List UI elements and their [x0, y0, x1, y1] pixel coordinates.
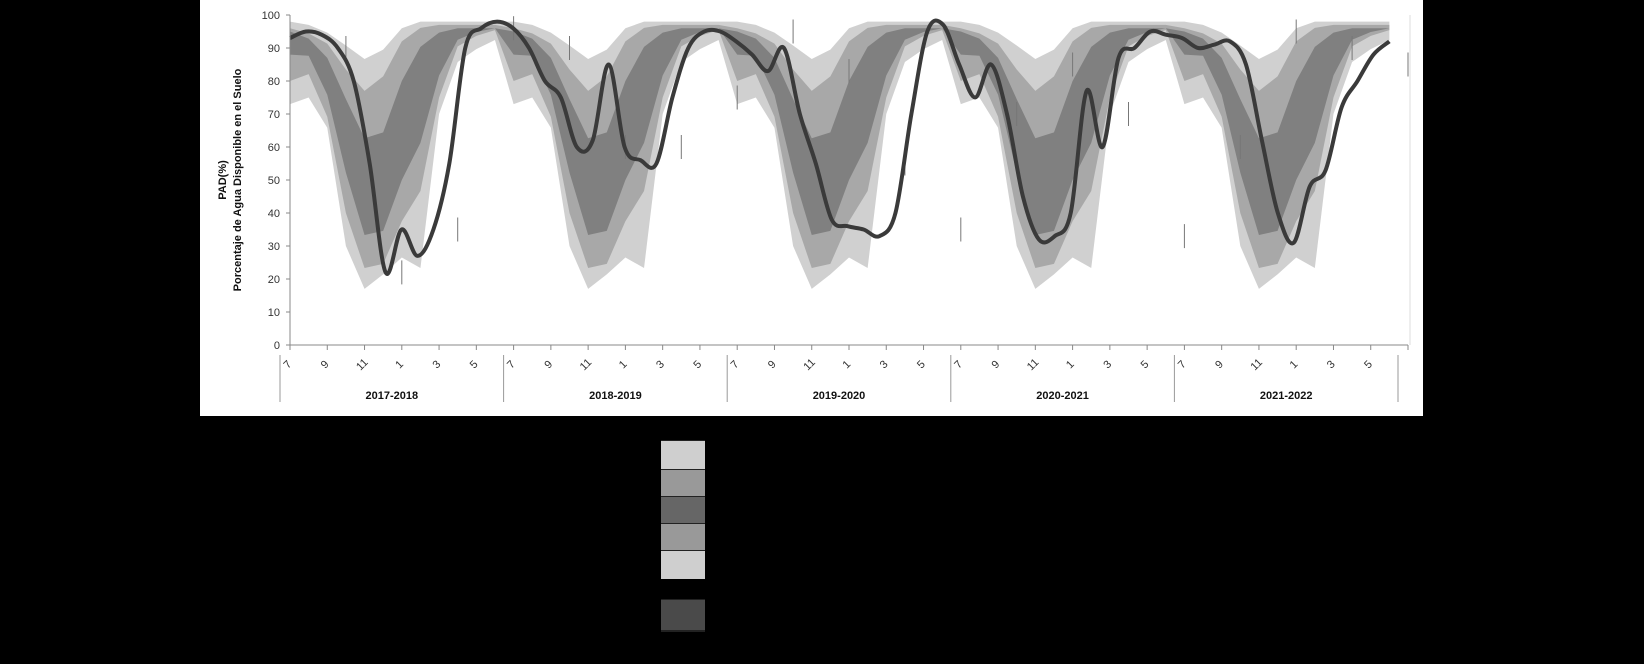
- x-tick-label: 1: [1064, 358, 1077, 371]
- y-tick-label: 70: [268, 109, 280, 121]
- x-tick-label: 11: [354, 357, 371, 374]
- x-tick-label: 3: [654, 358, 667, 371]
- x-tick-label: 1: [617, 358, 630, 371]
- chart-panel: 0 10 20 30 40 50 60 70 80 90 100 7 9 11 1 3 5 7 9 11 1 3 5 7 9 11…: [200, 0, 1423, 416]
- y-tick-label: 0: [274, 340, 280, 352]
- x-tick-label: 9: [319, 358, 332, 371]
- y-tick-label: 60: [268, 142, 280, 154]
- legend-swatch: [661, 496, 705, 523]
- x-tick-label: 9: [990, 358, 1003, 371]
- x-tick-label: 1: [840, 358, 853, 371]
- season-label: 2020-2021: [1036, 390, 1089, 402]
- y-axis-subtitle: Porcentaje de Agua Disponible en el Suel…: [232, 68, 244, 291]
- y-tick-label: 80: [268, 76, 280, 88]
- x-tick-label: 3: [878, 358, 891, 371]
- x-tick-label: 11: [1025, 357, 1042, 374]
- x-tick-label: 7: [1176, 358, 1189, 371]
- x-tick-label: 3: [1101, 358, 1114, 371]
- legend-swatch: [661, 550, 705, 579]
- y-tick-label: 20: [268, 274, 280, 286]
- x-tick-label: 11: [578, 357, 595, 374]
- season-label: 2019-2020: [813, 390, 866, 402]
- x-tick-label: 7: [729, 358, 742, 371]
- x-tick-label: 5: [691, 358, 704, 371]
- y-tick-label: 90: [268, 43, 280, 55]
- x-tick-label: 11: [1249, 357, 1266, 374]
- y-tick-label: 100: [262, 10, 280, 22]
- x-tick-label: 7: [952, 358, 965, 371]
- legend-swatch: [661, 469, 705, 496]
- season-label: 2021-2022: [1260, 390, 1313, 402]
- band-p25-p75: [290, 28, 1390, 236]
- x-tick-label: 1: [1288, 358, 1301, 371]
- x-tick-label: 7: [505, 358, 518, 371]
- y-tick-label: 40: [268, 208, 280, 220]
- legend-swatch: [661, 440, 705, 469]
- x-tick-label: 5: [1139, 358, 1152, 371]
- x-tick-label: 9: [1213, 358, 1226, 371]
- y-tick-label: 50: [268, 175, 280, 187]
- x-tick-label: 1: [393, 358, 406, 371]
- x-tick-label: 7: [281, 358, 294, 371]
- legend-swatch: [661, 523, 705, 550]
- legend: [661, 440, 705, 632]
- pad-line: [289, 18, 1391, 276]
- x-tick-label: 5: [1362, 358, 1375, 371]
- percentile-bands: [290, 21, 1390, 289]
- pad-series-line: [289, 18, 1391, 276]
- x-tick-label: 9: [542, 358, 555, 371]
- y-axis-label: PAD(%) Porcentaje de Agua Disponible en …: [217, 68, 244, 291]
- y-tick-label: 10: [268, 307, 280, 319]
- x-tick-label: 9: [766, 358, 779, 371]
- x-tick-label: 3: [1325, 358, 1338, 371]
- x-tick-label: 5: [915, 358, 928, 371]
- season-label: 2017-2018: [365, 390, 418, 402]
- x-tick-label: 5: [468, 358, 481, 371]
- season-label: 2018-2019: [589, 390, 642, 402]
- x-tick-label: 11: [801, 357, 818, 374]
- x-tick-label: 3: [431, 358, 444, 371]
- y-axis-title: PAD(%): [217, 160, 229, 200]
- y-tick-label: 30: [268, 241, 280, 253]
- legend-swatch: [661, 599, 705, 632]
